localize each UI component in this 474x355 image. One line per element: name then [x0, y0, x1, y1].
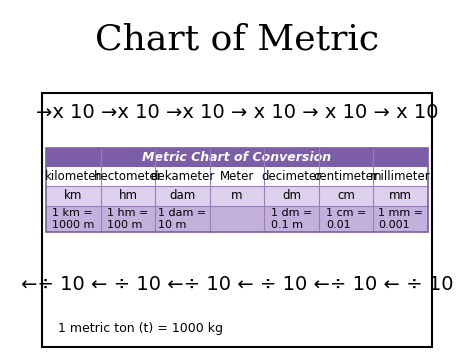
Text: kilometer: kilometer	[45, 170, 101, 183]
Text: hm: hm	[118, 190, 137, 202]
Text: 1 mm =
0.001: 1 mm = 0.001	[378, 208, 423, 230]
Text: mm: mm	[389, 190, 412, 202]
Text: →x 10 →x 10 →x 10 → x 10 → x 10 → x 10: →x 10 →x 10 →x 10 → x 10 → x 10 → x 10	[36, 103, 438, 122]
Text: dam: dam	[169, 190, 196, 202]
Text: Chart of Metric: Chart of Metric	[95, 22, 379, 56]
Text: centimeter: centimeter	[314, 170, 379, 183]
Text: ←÷ 10 ← ÷ 10 ←÷ 10 ← ÷ 10 ←÷ 10 ← ÷ 10: ←÷ 10 ← ÷ 10 ←÷ 10 ← ÷ 10 ←÷ 10 ← ÷ 10	[21, 275, 453, 294]
Text: 1 metric ton (t) = 1000 kg: 1 metric ton (t) = 1000 kg	[58, 322, 223, 335]
Text: millimeter: millimeter	[370, 170, 431, 183]
Text: 1 km =
1000 m: 1 km = 1000 m	[52, 208, 95, 230]
Text: 1 dam =
10 m: 1 dam = 10 m	[158, 208, 207, 230]
Text: m: m	[231, 190, 243, 202]
Text: 1 cm =
0.01: 1 cm = 0.01	[326, 208, 366, 230]
Text: Metric Chart of Conversion: Metric Chart of Conversion	[143, 151, 331, 164]
FancyBboxPatch shape	[46, 206, 428, 232]
FancyBboxPatch shape	[46, 148, 428, 167]
FancyBboxPatch shape	[46, 186, 428, 206]
Text: hectometer: hectometer	[93, 170, 162, 183]
Text: km: km	[64, 190, 82, 202]
Text: decimeter: decimeter	[261, 170, 322, 183]
Text: dekameter: dekameter	[150, 170, 215, 183]
FancyBboxPatch shape	[42, 93, 432, 346]
FancyBboxPatch shape	[46, 167, 428, 186]
Text: Meter: Meter	[220, 170, 254, 183]
Text: 1 hm =
100 m: 1 hm = 100 m	[107, 208, 149, 230]
Text: 1 dm =
0.1 m: 1 dm = 0.1 m	[271, 208, 312, 230]
Text: cm: cm	[337, 190, 355, 202]
Text: dm: dm	[282, 190, 301, 202]
